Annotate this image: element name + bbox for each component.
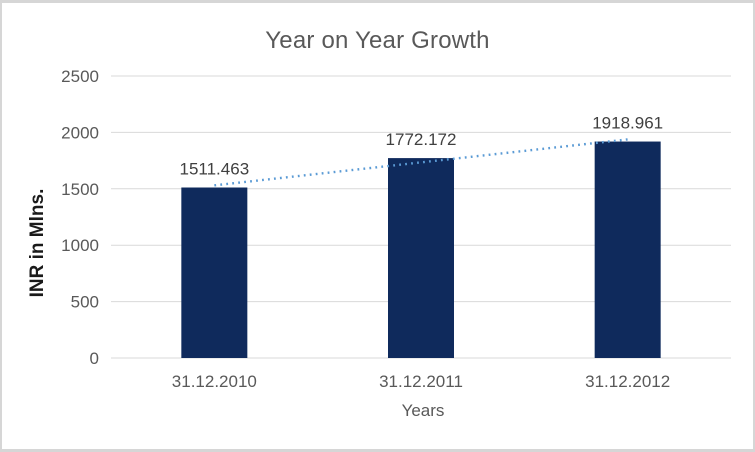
y-tick-label-0: 0 <box>90 349 99 368</box>
data-label-31.12.2011: 1772.172 <box>386 130 457 149</box>
x-tick-label-31.12.2012: 31.12.2012 <box>585 372 670 391</box>
y-tick-label-1500: 1500 <box>61 180 99 199</box>
data-label-31.12.2010: 1511.463 <box>180 160 250 179</box>
bar-31.12.2010 <box>181 187 248 358</box>
y-tick-label-2500: 2500 <box>61 67 99 86</box>
bar-31.12.2012 <box>594 141 661 358</box>
bar-31.12.2011 <box>388 158 454 358</box>
y-tick-label-500: 500 <box>71 293 99 312</box>
x-axis-title: Years <box>401 401 445 420</box>
plot-area: 0 500 1000 1500 2000 2500 1511.463 1772.172 1918… <box>61 67 731 391</box>
x-tick-label-31.12.2011: 31.12.2011 <box>379 372 463 391</box>
chart-title: Year on Year Growth <box>265 27 490 54</box>
data-label-31.12.2012: 1918.961 <box>592 114 663 133</box>
y-tick-label-2000: 2000 <box>61 123 99 142</box>
y-tick-label-1000: 1000 <box>61 236 99 255</box>
x-tick-label-31.12.2010: 31.12.2010 <box>172 372 257 391</box>
